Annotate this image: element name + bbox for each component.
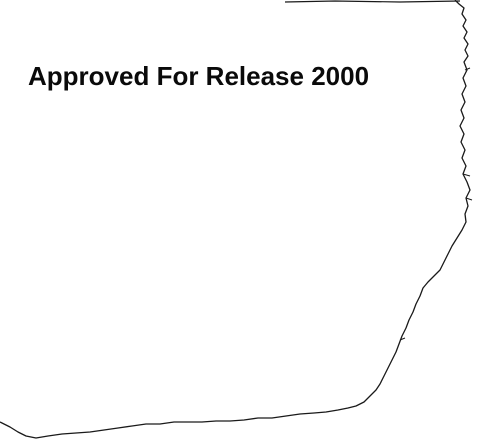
edge-tick-2 <box>462 173 471 177</box>
release-banner-text: Approved For Release 2000 <box>28 61 370 91</box>
right-torn-edge <box>0 0 471 439</box>
top-edge-line <box>284 0 461 3</box>
edge-tick-4 <box>399 337 406 341</box>
edge-tick-3 <box>465 197 473 201</box>
edge-tick-1 <box>464 67 471 71</box>
